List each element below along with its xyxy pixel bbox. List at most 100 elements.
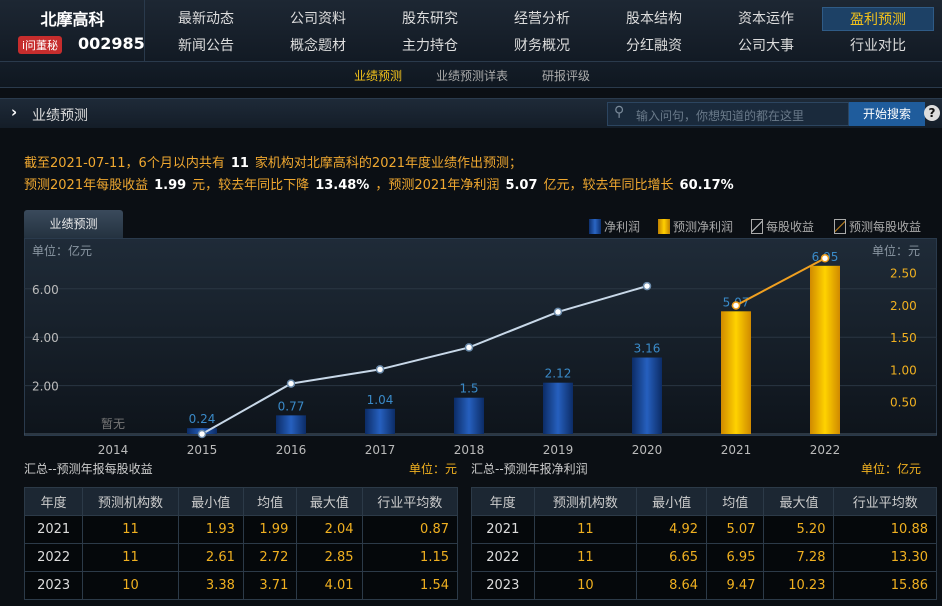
x-tick-label: 2016 bbox=[276, 443, 307, 457]
table-cell: 5.20 bbox=[763, 515, 835, 544]
ask-secretary-button[interactable]: i问董秘 bbox=[18, 36, 63, 54]
legend-net-profit[interactable]: 净利润 bbox=[589, 218, 640, 235]
x-tick-label: 2021 bbox=[721, 443, 752, 457]
legend-eps[interactable]: 每股收益 bbox=[751, 218, 814, 235]
profit-bar bbox=[365, 408, 395, 434]
stock-name: 北摩高科 bbox=[40, 10, 105, 29]
np-table: 年度 预测机构数 最小值 均值 最大值 行业平均数 2021 11 4.92 5.07 5.20 10… bbox=[471, 487, 937, 600]
column-header: 行业平均数 bbox=[833, 487, 937, 516]
eps-change: 13.48% bbox=[315, 178, 370, 193]
right-tick-label: 0.50 bbox=[890, 396, 917, 410]
table-cell: 9.47 bbox=[706, 571, 765, 600]
table-row: 2023 10 3.38 3.71 4.01 1.54 bbox=[23, 571, 459, 600]
eps-point bbox=[553, 307, 563, 317]
summary-text: 预测2021年每股收益 bbox=[24, 178, 149, 193]
profit-bar bbox=[454, 397, 484, 434]
table-cell: 2022 bbox=[471, 543, 535, 572]
nav-item[interactable]: 主力持仓 bbox=[402, 38, 458, 54]
table-row: 2021 11 4.92 5.07 5.20 10.88 bbox=[471, 515, 937, 544]
nav-item[interactable]: 分红融资 bbox=[626, 38, 682, 54]
bar-value-label: 1.5 bbox=[459, 382, 478, 396]
left-tick-label: 4.00 bbox=[32, 331, 59, 345]
nav-item[interactable]: 盈利预测 bbox=[822, 7, 934, 31]
table-header: 年度 预测机构数 最小值 均值 最大值 行业平均数 bbox=[23, 487, 459, 516]
table-cell: 3.38 bbox=[177, 571, 244, 600]
eps-table-title: 汇总--预测年报每股收益 bbox=[24, 462, 153, 476]
table-cell: 4.92 bbox=[636, 515, 708, 544]
table-row: 2023 10 8.64 9.47 10.23 15.86 bbox=[471, 571, 937, 600]
legend-label: 预测净利润 bbox=[673, 220, 734, 234]
legend-forecast-eps[interactable]: 预测每股收益 bbox=[834, 218, 921, 235]
nav-item[interactable]: 股东研究 bbox=[402, 11, 458, 27]
summary-text: 亿元，较去年同比增长 bbox=[543, 178, 674, 193]
nav-item[interactable]: 最新动态 bbox=[178, 11, 234, 27]
help-icon[interactable]: ? bbox=[924, 105, 940, 121]
sub-nav: 业绩预测 业绩预测详表 研报评级 bbox=[0, 62, 942, 88]
legend-swatch bbox=[751, 219, 763, 234]
nav-item[interactable]: 公司资料 bbox=[290, 11, 346, 27]
nav-item[interactable]: 行业对比 bbox=[850, 38, 906, 54]
left-tick-label: 2.00 bbox=[32, 380, 59, 394]
search-input[interactable]: 输入问句，你想知道的都在这里 bbox=[607, 102, 849, 126]
nav-item[interactable]: 经营分析 bbox=[514, 11, 570, 27]
table-row: 2022 11 6.65 6.95 7.28 13.30 bbox=[471, 543, 937, 572]
table-cell: 3.71 bbox=[242, 571, 298, 600]
search-button[interactable]: 开始搜索 bbox=[849, 102, 925, 126]
nav-item[interactable]: 财务概况 bbox=[514, 38, 570, 54]
subtab-forecast-detail[interactable]: 业绩预测详表 bbox=[436, 69, 509, 83]
no-data-label: 暂无 bbox=[101, 417, 125, 431]
table-cell: 15.86 bbox=[833, 571, 937, 600]
subtab-ratings[interactable]: 研报评级 bbox=[542, 69, 591, 83]
eps-forecast-line bbox=[735, 257, 826, 307]
net-profit-value: 5.07 bbox=[505, 178, 538, 193]
table-cell: 2.72 bbox=[242, 543, 298, 572]
table-cell: 0.87 bbox=[361, 515, 459, 544]
summary-line-1: 截至2021-07-11，6个月以内共有 11 家机构对北摩高科的2021年度业绩作… bbox=[24, 152, 522, 171]
column-header: 均值 bbox=[706, 487, 765, 516]
nav-item[interactable]: 资本运作 bbox=[738, 11, 794, 27]
left-tick-label: 6.00 bbox=[32, 283, 59, 297]
stock-info: 北摩高科 i问董秘 002985 bbox=[0, 0, 145, 62]
legend-swatch bbox=[658, 219, 670, 234]
stock-code: 002985 bbox=[78, 34, 145, 53]
table-cell: 10 bbox=[533, 571, 638, 600]
table-cell: 2023 bbox=[23, 571, 84, 600]
table-cell: 11 bbox=[82, 515, 179, 544]
eps-point bbox=[464, 343, 474, 352]
x-tick-label: 2017 bbox=[365, 443, 396, 457]
eps-point bbox=[286, 379, 296, 388]
nav-item[interactable]: 公司大事 bbox=[738, 38, 794, 54]
eps-point bbox=[820, 254, 830, 263]
eps-table-unit: 单位：元 bbox=[409, 462, 458, 476]
section-title: 业绩预测 bbox=[32, 108, 88, 124]
nav-item[interactable]: 新闻公告 bbox=[178, 38, 234, 54]
profit-bar bbox=[276, 415, 306, 434]
subtab-forecast[interactable]: 业绩预测 bbox=[354, 69, 403, 83]
search-icon: ⚲ bbox=[614, 104, 625, 120]
table-cell: 11 bbox=[533, 543, 638, 572]
profit-bar bbox=[632, 357, 662, 434]
table-cell: 1.54 bbox=[361, 571, 459, 600]
chart-tab[interactable]: 业绩预测 bbox=[24, 210, 123, 238]
summary-line-2: 预测2021年每股收益 1.99 元，较去年同比下降 13.48% ，预测2021年净利… bbox=[24, 174, 740, 193]
right-tick-label: 1.00 bbox=[890, 363, 917, 377]
bar-value-label: 0.77 bbox=[278, 399, 305, 413]
forecast-chart: 单位：亿元 单位：元 2.00 4.00 6.00 0.50 1.00 1.50 2.00 2.5… bbox=[24, 243, 937, 457]
table-cell: 10.88 bbox=[833, 515, 937, 544]
left-axis-unit: 单位：亿元 bbox=[32, 243, 92, 258]
summary-text: 元，较去年同比下降 bbox=[192, 178, 310, 193]
nav-item[interactable]: 概念题材 bbox=[290, 38, 346, 54]
table-cell: 6.65 bbox=[636, 543, 708, 572]
net-profit-change: 60.17% bbox=[679, 178, 734, 193]
table-cell: 1.93 bbox=[177, 515, 244, 544]
x-tick-label: 2018 bbox=[454, 443, 485, 457]
bar-value-label: 2.12 bbox=[545, 367, 572, 381]
legend-forecast-profit[interactable]: 预测净利润 bbox=[658, 218, 733, 235]
column-header: 年度 bbox=[471, 487, 535, 516]
table-cell: 1.15 bbox=[361, 543, 459, 572]
nav-item[interactable]: 股本结构 bbox=[626, 11, 682, 27]
eps-point bbox=[375, 365, 385, 374]
legend-label: 每股收益 bbox=[766, 220, 815, 234]
x-tick-label: 2019 bbox=[543, 443, 574, 457]
legend-label: 预测每股收益 bbox=[849, 220, 922, 234]
